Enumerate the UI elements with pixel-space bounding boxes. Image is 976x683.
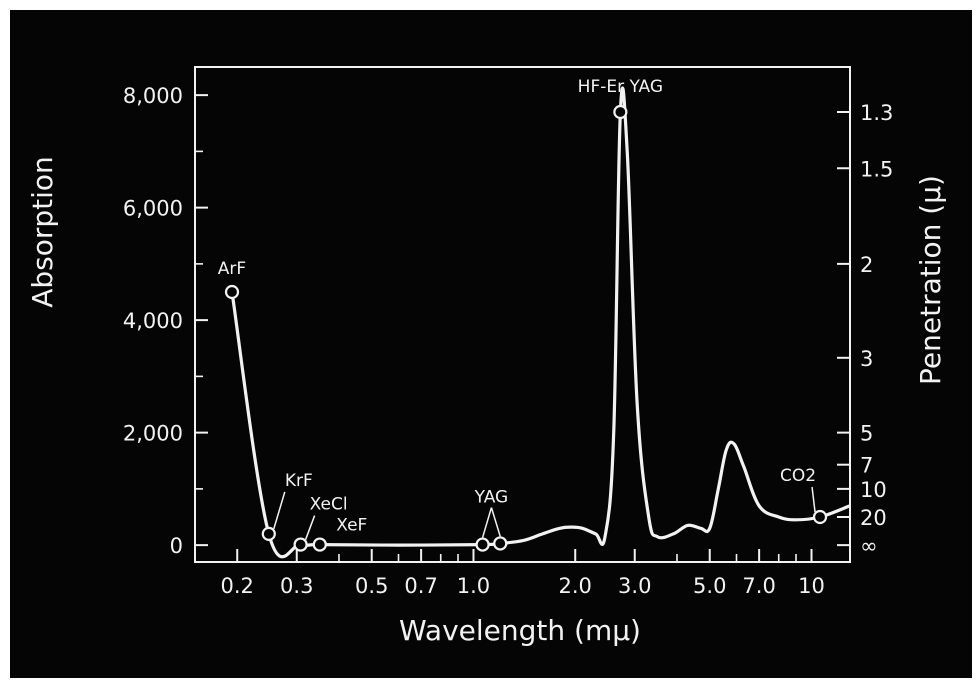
- x-tick-label: 7.0: [742, 574, 775, 598]
- y-tick-label: 2,000: [123, 422, 183, 446]
- laser-label: YAG: [474, 488, 509, 508]
- x-tick-label: 0.5: [355, 574, 388, 598]
- laser-point: [293, 537, 308, 552]
- laser-point: [261, 526, 276, 541]
- x-tick-label: 2.0: [559, 574, 592, 598]
- y2-tick-label: 2: [860, 253, 873, 277]
- x-tick-label: 0.3: [280, 574, 313, 598]
- x-tick-label: 5.0: [693, 574, 726, 598]
- laser-point: [493, 536, 508, 551]
- x-tick-label: 10: [798, 574, 825, 598]
- absorption-curve: [230, 86, 851, 559]
- laser-point: [224, 284, 240, 300]
- x-tick-label: 1.0: [457, 574, 490, 598]
- y2-tick-label: 20: [860, 506, 887, 530]
- y2-tick-label: 1.3: [860, 101, 893, 125]
- chart-plate: 0.2 0.3 0.5 0.7 1.0 2.0 3.0 5.0 7.0 10 0 2,000 4,000…: [10, 10, 972, 678]
- absorption-penetration-chart: 0.2 0.3 0.5 0.7 1.0 2.0 3.0 5.0 7.0 10 0 2,000 4,000…: [26, 66, 947, 647]
- y2-axis-title: Penetration (μ): [914, 175, 947, 385]
- laser-point: [475, 537, 490, 552]
- leader-line: [481, 507, 493, 538]
- laser-label: XeF: [336, 516, 367, 536]
- y2-tick-label: 3: [860, 347, 873, 371]
- y2-tick-label: 1.5: [860, 157, 893, 181]
- laser-label: CO2: [780, 466, 816, 486]
- laser-label: HF-Er YAG: [578, 77, 663, 97]
- y2-tick-label: 10: [860, 478, 887, 502]
- y-tick-label: 6,000: [123, 197, 183, 221]
- y-tick-label: 4,000: [123, 309, 183, 333]
- laser-label: ArF: [218, 259, 246, 279]
- x-tick-label: 3.0: [618, 574, 651, 598]
- laser-point: [812, 509, 828, 525]
- leader-line: [490, 507, 501, 537]
- laser-point: [312, 537, 327, 552]
- x-tick-label: 0.2: [221, 574, 254, 598]
- laser-label: XeCl: [310, 495, 348, 515]
- laser-label: KrF: [285, 471, 313, 491]
- laser-point: [613, 104, 628, 120]
- y2-tick-label: ∞: [860, 534, 878, 558]
- y-axis-title: Absorption: [26, 156, 59, 308]
- plot-frame: [194, 66, 851, 563]
- leader-line: [304, 515, 316, 540]
- y-tick-label: 0: [170, 534, 183, 558]
- leader-line: [811, 486, 816, 513]
- y-tick-label: 8,000: [123, 84, 183, 108]
- x-axis-title: Wavelength (mμ): [399, 614, 641, 647]
- x-tick-label: 0.7: [404, 574, 437, 598]
- y2-tick-label: 7: [860, 454, 873, 478]
- leader-line: [273, 491, 286, 530]
- y2-tick-label: 5: [860, 422, 873, 446]
